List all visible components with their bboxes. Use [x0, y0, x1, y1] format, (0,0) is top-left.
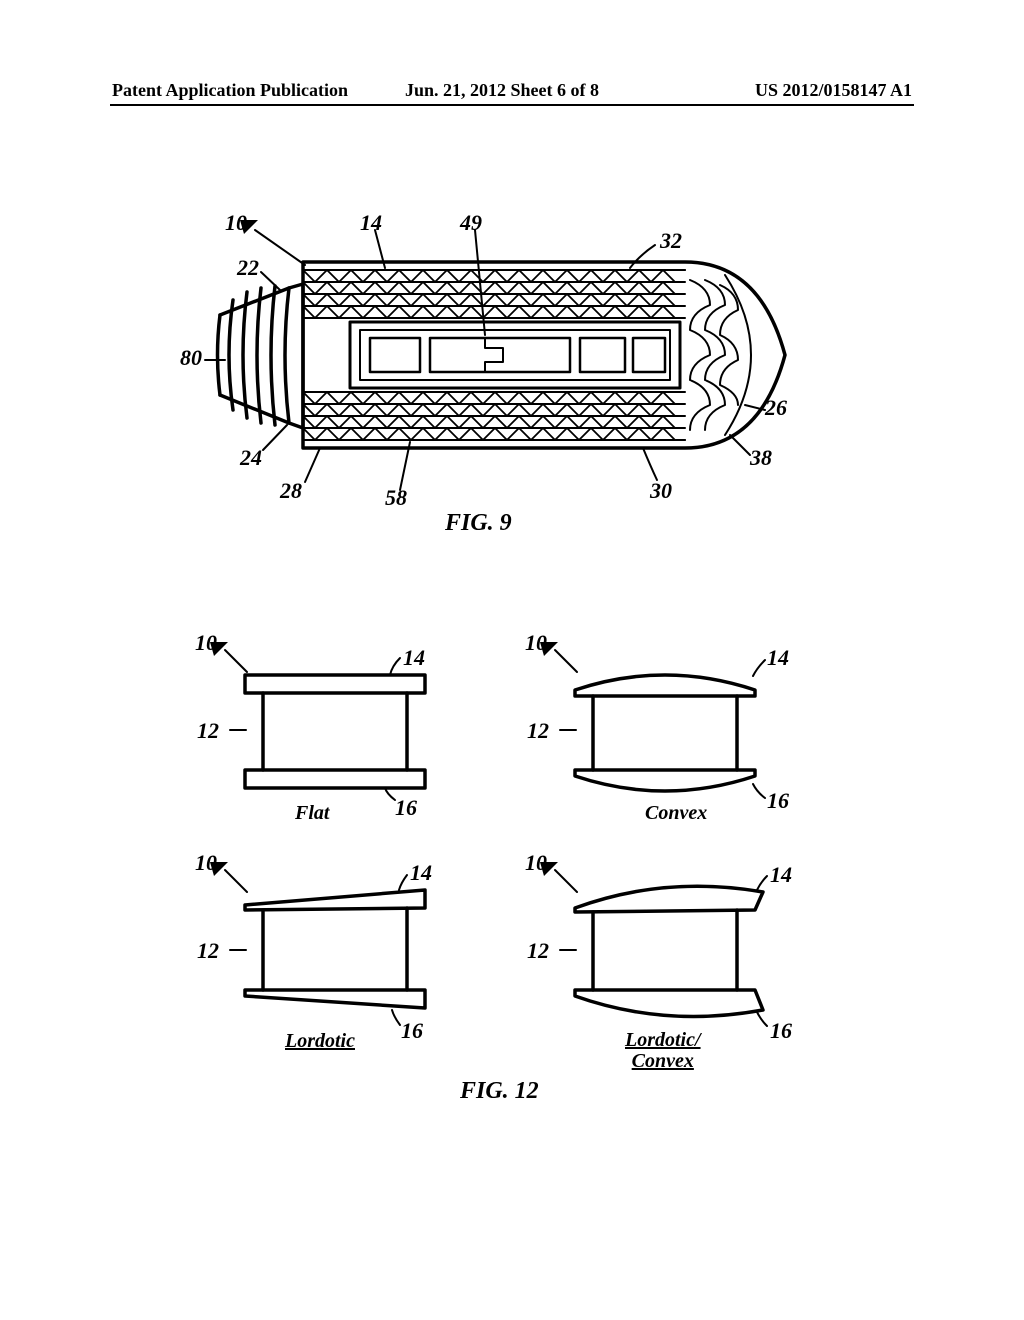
fig9-caption: FIG. 9 — [445, 510, 512, 537]
fig12-lordconv-r10: 10 — [525, 850, 547, 876]
fig12-flat-r12: 12 — [197, 718, 219, 744]
fig9-ref-10: 10 — [225, 210, 247, 236]
fig12-lordotic-r16: 16 — [401, 1018, 423, 1044]
fig12-convex-svg — [515, 630, 805, 830]
fig9-ref-58: 58 — [385, 485, 407, 511]
fig12-convex-label: Convex — [645, 802, 707, 825]
fig12-convex-r16: 16 — [767, 788, 789, 814]
fig12-flat: 10 14 12 16 Flat — [185, 630, 475, 830]
fig12-flat-r16: 16 — [395, 795, 417, 821]
fig12-lordotic: 10 14 12 16 Lordotic — [185, 850, 475, 1060]
fig12-convex: 10 14 12 16 Convex — [515, 630, 805, 830]
fig12-lordconv-r16: 16 — [770, 1018, 792, 1044]
fig12-lordconv-r14: 14 — [770, 862, 792, 888]
fig12-lordotic-r12: 12 — [197, 938, 219, 964]
header-center: Jun. 21, 2012 Sheet 6 of 8 — [405, 80, 599, 101]
fig12-convex-r10: 10 — [525, 630, 547, 656]
fig12-convex-r14: 14 — [767, 645, 789, 671]
figure-12: 10 14 12 16 Flat — [165, 630, 825, 1100]
header-rule — [110, 104, 914, 106]
fig9-ref-80: 80 — [180, 345, 202, 371]
header-right: US 2012/0158147 A1 — [755, 80, 912, 101]
fig12-convex-r12: 12 — [527, 718, 549, 744]
fig12-flat-svg — [185, 630, 475, 830]
fig12-lordconv: 10 14 12 16 Lordotic/ Convex — [515, 850, 805, 1080]
fig9-ref-30: 30 — [650, 478, 672, 504]
fig9-ref-28: 28 — [280, 478, 302, 504]
fig12-flat-r14: 14 — [403, 645, 425, 671]
header-left: Patent Application Publication — [112, 80, 348, 101]
patent-page: Patent Application Publication Jun. 21, … — [0, 0, 1024, 1320]
fig9-ref-32: 32 — [660, 228, 682, 254]
figure-9: 10 14 49 32 22 80 24 28 58 30 38 26 FIG.… — [185, 210, 795, 510]
fig12-lordconv-r12: 12 — [527, 938, 549, 964]
fig9-ref-49: 49 — [460, 210, 482, 236]
fig12-flat-label: Flat — [295, 802, 329, 825]
fig12-caption: FIG. 12 — [460, 1078, 539, 1105]
fig9-ref-24: 24 — [240, 445, 262, 471]
fig12-lordconv-label: Lordotic/ Convex — [625, 1030, 701, 1072]
fig9-ref-14: 14 — [360, 210, 382, 236]
fig9-svg — [185, 210, 795, 510]
fig12-lordotic-label: Lordotic — [285, 1030, 355, 1053]
fig9-ref-38: 38 — [750, 445, 772, 471]
fig9-ref-26: 26 — [765, 395, 787, 421]
fig9-ref-22: 22 — [237, 255, 259, 281]
fig12-lordotic-r10: 10 — [195, 850, 217, 876]
fig12-flat-r10: 10 — [195, 630, 217, 656]
fig12-lordotic-r14: 14 — [410, 860, 432, 886]
